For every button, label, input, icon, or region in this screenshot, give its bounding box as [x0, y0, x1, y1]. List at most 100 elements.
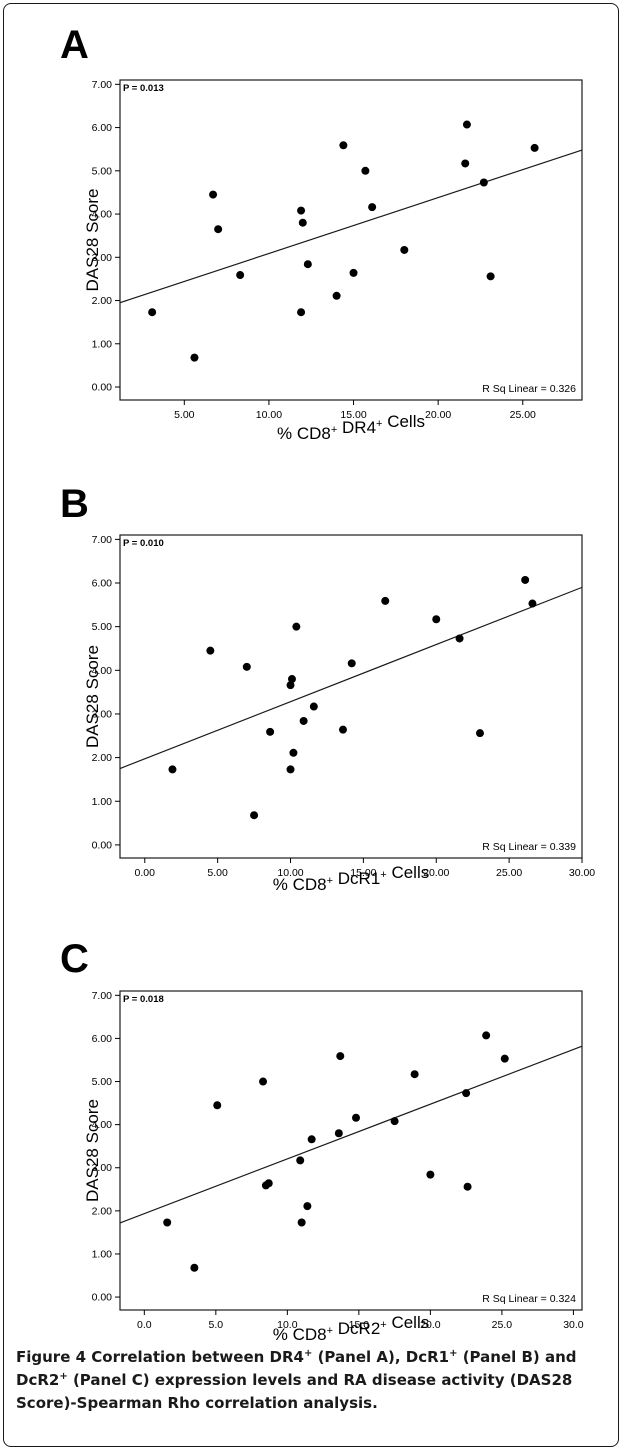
x-axis-title-part: % CD8: [273, 1325, 327, 1344]
data-point: [242, 662, 251, 671]
p-value-label: P = 0.013: [123, 83, 164, 94]
x-axis-title-part: % CD8: [277, 424, 331, 443]
data-point: [432, 615, 441, 624]
data-point: [297, 308, 306, 317]
data-point: [528, 599, 537, 608]
superscript-plus: +: [59, 1371, 68, 1382]
y-tick-label: 4.00: [92, 665, 113, 677]
data-point: [349, 268, 358, 277]
x-axis-title-part: DcR2: [333, 1319, 380, 1338]
x-axis-title-part: Cells: [387, 1313, 430, 1332]
x-tick-label: 25.00: [496, 867, 522, 879]
data-point: [462, 120, 471, 129]
x-tick-label: 15.00: [340, 409, 366, 421]
data-point: [297, 1218, 306, 1227]
data-point: [236, 271, 245, 280]
x-tick-label: 10.00: [277, 867, 303, 879]
data-point: [303, 260, 312, 269]
data-point: [361, 166, 370, 175]
x-tick-label: 30.00: [569, 867, 595, 879]
plot-area-border: [119, 990, 583, 1311]
data-point: [400, 245, 409, 254]
x-axis-title: % CD8+ DR4+ Cells: [277, 412, 425, 443]
y-tick-label: 2.00: [92, 1205, 113, 1217]
data-point: [381, 596, 390, 605]
data-point: [296, 1156, 305, 1165]
data-point: [214, 225, 223, 234]
data-point: [521, 575, 530, 584]
figure-caption: Figure 4 Correlation between DR4+ (Panel…: [16, 1346, 614, 1415]
regression-line: [119, 149, 583, 304]
data-point: [163, 1218, 172, 1227]
data-point: [259, 1077, 268, 1086]
data-point: [334, 1129, 343, 1138]
y-tick-label: 2.00: [92, 752, 113, 764]
y-axis-title: DAS28 Score: [83, 645, 102, 748]
x-axis-title-part: DcR1: [333, 869, 380, 888]
y-tick-label: 0.00: [92, 382, 113, 394]
x-tick-label: 0.00: [135, 867, 156, 879]
data-point: [307, 1135, 316, 1144]
superscript-plus: +: [327, 1325, 333, 1337]
caption-text: Correlation between DR4+ (Panel A), DcR1…: [16, 1348, 577, 1412]
data-point: [168, 765, 177, 774]
chart-panel-b: B 0.00 1.00 2.00 3.00 4.00 5.00 6.00 7.00 0.00 5.0…: [60, 482, 595, 894]
superscript-plus: +: [380, 1319, 386, 1331]
data-point: [298, 218, 307, 227]
data-point: [463, 1182, 472, 1191]
y-tick-label: 3.00: [92, 252, 113, 264]
superscript-plus: +: [303, 1348, 313, 1359]
panel-letter: B: [60, 482, 89, 526]
x-axis-title: % CD8+ DcR2+ Cells: [273, 1313, 429, 1344]
data-point: [292, 622, 301, 631]
y-tick-label: 7.00: [92, 990, 113, 1002]
x-axis-title-part: Cells: [387, 863, 430, 882]
data-point: [190, 353, 199, 362]
y-tick-label: 6.00: [92, 578, 113, 590]
x-tick-label: 10.0: [277, 1319, 298, 1331]
x-tick-label: 20.0: [420, 1319, 441, 1331]
y-tick-label: 2.00: [92, 295, 113, 307]
superscript-plus: +: [449, 1348, 458, 1359]
data-point: [297, 206, 306, 215]
data-point: [332, 291, 341, 300]
data-point: [303, 1202, 312, 1211]
x-axis-title: % CD8+ DcR1+ Cells: [273, 863, 429, 894]
y-axis-title: DAS28 Score: [83, 1099, 102, 1202]
y-tick-label: 7.00: [92, 79, 113, 91]
x-axis-title-part: Cells: [382, 412, 425, 431]
data-point: [286, 765, 295, 774]
data-point: [482, 1031, 491, 1040]
y-tick-label: 3.00: [92, 1162, 113, 1174]
data-point: [486, 272, 495, 281]
plot-area-border: [119, 534, 583, 859]
data-point: [530, 143, 539, 152]
x-tick-label: 25.0: [492, 1319, 513, 1331]
chart-panel-a: A 0.00 1.00 2.00 3.00 4.00 5.00 6.00 7.00 5.00 10.…: [60, 23, 583, 443]
x-tick-label: 20.00: [423, 867, 449, 879]
y-tick-label: 1.00: [92, 338, 113, 350]
x-tick-label: 0.0: [137, 1319, 152, 1331]
y-tick-label: 0.00: [92, 839, 113, 851]
data-point: [426, 1170, 435, 1179]
r-squared-label: R Sq Linear = 0.339: [482, 841, 576, 853]
y-tick-label: 6.00: [92, 122, 113, 134]
y-tick-label: 6.00: [92, 1033, 113, 1045]
y-tick-label: 4.00: [92, 209, 113, 221]
superscript-plus: +: [376, 418, 382, 430]
data-point: [339, 141, 348, 150]
x-tick-label: 5.00: [174, 409, 195, 421]
x-tick-label: 5.00: [207, 867, 228, 879]
figure-label: Figure 4: [16, 1348, 87, 1366]
y-tick-label: 5.00: [92, 621, 113, 633]
panel-letter: C: [60, 937, 89, 981]
data-point: [190, 1263, 199, 1272]
data-point: [286, 681, 295, 690]
x-tick-label: 15.00: [350, 867, 376, 879]
plot-area-border: [119, 79, 583, 401]
x-tick-label: 20.00: [425, 409, 451, 421]
data-point: [455, 634, 464, 643]
data-point: [264, 1179, 273, 1188]
data-point: [250, 811, 259, 820]
